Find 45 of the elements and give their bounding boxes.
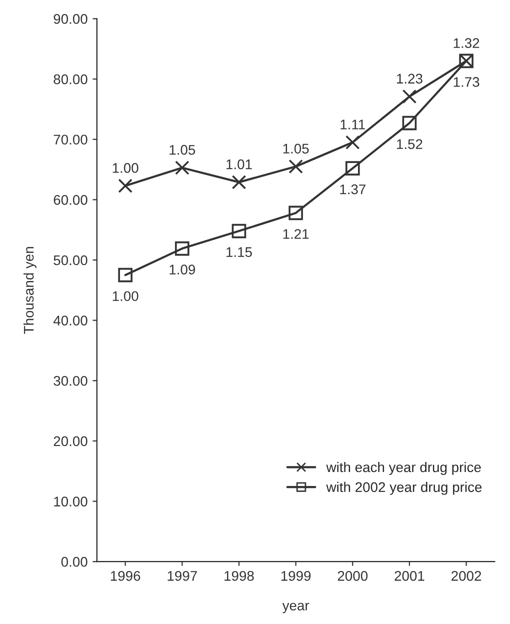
- annotation: 1.00: [112, 163, 138, 173]
- annotation: 1.23: [397, 74, 422, 84]
- point: [232, 175, 246, 190]
- annotation: 1.52: [397, 139, 422, 150]
- y-tick-label: 30.00: [54, 376, 88, 386]
- y-tick-label: 20.00: [54, 436, 88, 446]
- x-tick-label: 2001: [394, 570, 424, 581]
- x-tick-label: 2000: [338, 570, 368, 581]
- point: [174, 160, 190, 175]
- annotation: 1.05: [283, 144, 309, 154]
- y-tick-label: 60.00: [54, 195, 88, 205]
- x-axis-title: year: [282, 602, 310, 614]
- y-tick-label: 70.00: [54, 134, 88, 145]
- annotation: 1.11: [340, 120, 365, 130]
- legend-label: with 2002 year drug price: [326, 482, 482, 495]
- y-tick-label: 90.00: [54, 14, 88, 24]
- x-tick-label: 2002: [452, 570, 482, 581]
- point: [345, 161, 360, 176]
- annotation: 1.00: [112, 291, 138, 302]
- point: [288, 206, 303, 220]
- x-tick-label: 1998: [224, 570, 254, 581]
- annotation: 1.15: [226, 247, 252, 257]
- y-tick-label: 10.00: [54, 496, 88, 506]
- x-tick-label: 1996: [110, 570, 140, 581]
- y-tick-label: 80.00: [54, 74, 88, 84]
- y-tick-label: 50.00: [54, 255, 88, 266]
- annotation: 1.01: [226, 159, 252, 170]
- y-tick-label: 40.00: [53, 316, 88, 326]
- point: [232, 224, 246, 238]
- point: [288, 159, 303, 174]
- annotation: 1.09: [170, 264, 195, 274]
- annotation: 1.32: [454, 38, 480, 48]
- annotation: 1.73: [454, 77, 480, 87]
- x-tick-label: 1997: [168, 570, 197, 581]
- annotation: 1.21: [283, 229, 309, 239]
- point: [118, 178, 132, 193]
- y-axis-title: Thousand yen: [24, 247, 36, 334]
- legend-label: with each year drug price: [326, 462, 481, 475]
- point: [174, 241, 190, 256]
- annotation: 1.05: [170, 144, 196, 155]
- x-tick-label: 1999: [281, 570, 311, 581]
- point: [118, 268, 132, 282]
- y-tick-label: 0.00: [61, 556, 88, 567]
- point: [402, 116, 417, 130]
- annotation: 1.37: [340, 184, 366, 194]
